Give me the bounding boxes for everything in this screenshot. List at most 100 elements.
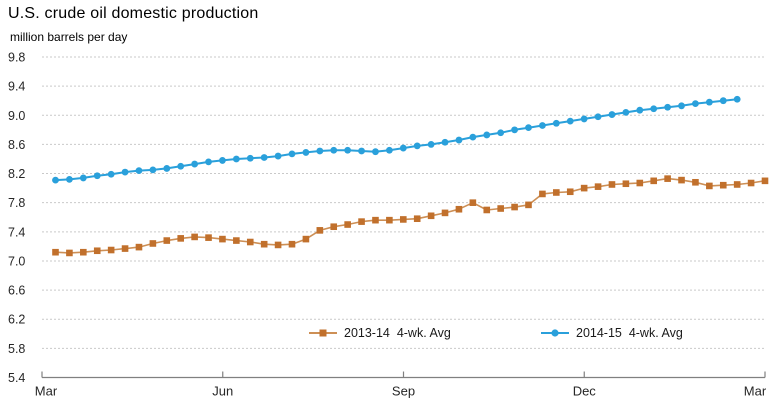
data-point-marker <box>539 190 546 198</box>
data-point-marker <box>302 235 310 243</box>
x-tick-label: Mar <box>35 384 58 399</box>
x-tick-label: Jun <box>212 384 233 399</box>
chart-title: U.S. crude oil domestic production <box>8 5 259 22</box>
data-point-marker <box>219 235 226 243</box>
data-point-marker <box>135 167 143 175</box>
legend-item-2014-15: 2014-15 4-wk. Avg <box>541 326 683 340</box>
data-point-marker <box>232 155 240 163</box>
data-point-marker <box>358 218 365 225</box>
data-point-marker <box>719 97 727 105</box>
data-point-marker <box>692 178 699 186</box>
data-point-marker <box>191 233 198 241</box>
legend-label-2014-15: 2014-15 4-wk. Avg <box>576 326 683 340</box>
data-point-marker <box>205 158 212 166</box>
data-point-marker <box>358 147 365 155</box>
data-point-marker <box>455 136 463 144</box>
data-point-marker <box>288 150 296 158</box>
series-line <box>55 98 738 182</box>
legend-marker-2014-15-circle-icon <box>541 328 569 338</box>
data-point-marker <box>622 180 630 188</box>
data-point-marker <box>274 152 282 160</box>
x-axis <box>41 371 766 379</box>
data-point-marker <box>177 162 185 170</box>
data-point-marker <box>413 215 421 223</box>
data-point-marker <box>163 237 171 244</box>
data-point-marker <box>66 249 73 257</box>
data-point-marker <box>219 157 226 164</box>
data-point-marker <box>566 117 574 125</box>
data-point-marker <box>455 205 463 213</box>
y-tick-label: 9.0 <box>8 109 25 123</box>
data-point-marker <box>664 103 672 111</box>
y-tick-label: 7.4 <box>8 225 25 239</box>
data-point-marker <box>580 184 588 192</box>
data-point-marker <box>469 199 477 206</box>
data-point-marker <box>135 243 143 251</box>
series-line <box>55 177 766 254</box>
data-point-marker <box>163 165 171 172</box>
data-point-marker <box>469 133 477 141</box>
data-point-marker <box>497 129 505 137</box>
data-point-marker <box>413 142 421 150</box>
y-tick-label: 7.0 <box>8 254 25 268</box>
data-point-marker <box>260 154 268 161</box>
data-point-marker <box>650 105 658 113</box>
series-2013-14 <box>52 175 769 257</box>
data-point-marker <box>706 182 713 190</box>
data-point-marker <box>608 181 616 188</box>
y-tick-label: 5.8 <box>8 342 25 356</box>
data-point-marker <box>52 248 59 256</box>
data-point-marker <box>594 183 602 190</box>
legend-item-2013-14: 2013-14 4-wk. Avg <box>309 326 451 340</box>
data-point-marker <box>427 212 435 220</box>
data-point-marker <box>302 149 310 156</box>
data-point-marker <box>246 154 254 162</box>
data-point-marker <box>121 245 129 252</box>
x-axis-tick-labels: Mar Jun Sep Dec Mar <box>35 384 767 399</box>
data-point-marker <box>539 122 546 129</box>
data-point-marker <box>566 188 574 196</box>
x-tick-label: Dec <box>573 384 597 399</box>
data-point-marker <box>427 141 435 148</box>
data-point-marker <box>705 98 713 106</box>
data-point-marker <box>594 113 602 121</box>
data-point-marker <box>80 248 87 256</box>
y-tick-label: 7.8 <box>8 196 25 210</box>
x-tick-label: Sep <box>392 384 415 399</box>
data-point-marker <box>664 175 671 182</box>
y-tick-label: 9.8 <box>8 51 25 65</box>
data-point-marker <box>511 203 518 211</box>
data-point-marker <box>692 100 699 108</box>
data-point-marker <box>399 144 407 152</box>
data-point-marker <box>650 177 658 185</box>
series-2014-15 <box>52 95 741 184</box>
y-tick-label: 8.2 <box>8 167 25 181</box>
data-point-marker <box>497 205 504 212</box>
legend-label-2013-14: 2013-14 4-wk. Avg <box>344 326 451 340</box>
y-tick-label: 8.6 <box>8 138 25 152</box>
data-point-marker <box>386 216 393 224</box>
data-point-marker <box>330 223 338 231</box>
data-point-marker <box>316 147 324 155</box>
data-point-marker <box>191 160 199 168</box>
data-point-marker <box>552 119 560 127</box>
data-point-marker <box>733 181 741 188</box>
data-point-marker <box>399 216 407 223</box>
data-point-marker <box>678 176 685 184</box>
data-point-marker <box>622 108 630 116</box>
data-point-marker <box>747 179 755 187</box>
y-axis-tick-labels: 5.4 5.8 6.2 6.6 7.0 7.4 7.8 8.2 8.6 9.0 9.4 9.8 <box>8 51 25 386</box>
data-point-marker <box>52 176 59 184</box>
y-tick-label: 9.4 <box>8 80 25 94</box>
y-tick-label: 6.2 <box>8 313 25 327</box>
y-axis-units-label: million barrels per day <box>10 30 128 44</box>
data-point-marker <box>149 240 157 247</box>
data-point-marker <box>177 235 185 242</box>
data-point-marker <box>149 166 157 174</box>
data-point-marker <box>719 181 727 189</box>
y-tick-label: 6.6 <box>8 284 25 298</box>
data-point-marker <box>316 227 324 234</box>
data-point-marker <box>233 237 240 244</box>
data-point-marker <box>288 240 296 248</box>
